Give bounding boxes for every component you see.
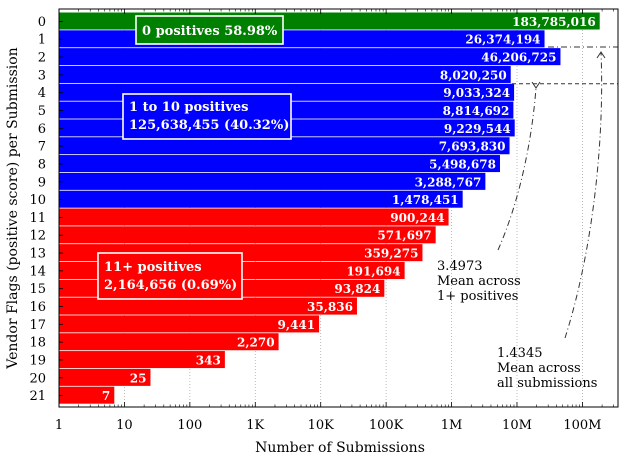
bar-value-label: 1,478,451 [392, 193, 459, 207]
group-label-box [135, 15, 284, 45]
bar-value-label: 2,270 [237, 336, 275, 350]
bar [59, 155, 500, 173]
y-tick-label: 18 [29, 336, 46, 351]
bar-value-label: 25 [130, 371, 147, 385]
y-tick-label: 20 [29, 371, 46, 386]
annotation-arrow-positives [497, 87, 537, 251]
y-tick-label: 14 [29, 264, 46, 279]
y-tick-label: 0 [38, 15, 46, 30]
bar [59, 297, 357, 315]
bar [59, 208, 449, 226]
bar-value-label: 9,033,324 [443, 86, 510, 100]
bar [59, 351, 225, 369]
y-tick-label: 19 [29, 353, 46, 368]
bar [59, 315, 320, 333]
bar-value-label: 46,206,725 [481, 51, 556, 65]
bar-value-label: 7,693,830 [439, 140, 506, 154]
group-label-text: 125,638,455 (40.32%) [129, 118, 289, 133]
bar-value-label: 343 [196, 353, 221, 367]
x-tick-label: 1 [55, 418, 63, 433]
group-label-text: 11+ positives [104, 260, 202, 275]
group-label-text: 2,164,656 (0.69%) [104, 278, 237, 293]
reference-lines [512, 46, 618, 85]
bar-value-label: 7 [102, 389, 110, 403]
y-tick-label: 13 [29, 247, 46, 262]
y-tick-label: 21 [29, 389, 46, 404]
y-tick-label: 2 [38, 51, 46, 66]
bar [59, 190, 463, 208]
bar [59, 137, 510, 155]
bar-value-label: 3,288,767 [415, 175, 482, 189]
y-tick-label: 9 [38, 175, 46, 190]
x-ticks: 1 10 100 1K 10K 100K 1M 10M 100M [55, 9, 614, 433]
group-label-text: 0 positives 58.98% [142, 24, 278, 39]
bar-value-label: 359,275 [364, 247, 418, 261]
bar-value-label: 5,498,678 [429, 157, 496, 171]
x-tick-label: 1K [246, 418, 264, 433]
annotation-arrowhead-positives [531, 81, 541, 89]
bar-value-label: 191,694 [346, 264, 400, 278]
bar-value-label: 8,814,692 [443, 104, 510, 118]
y-tick-label: 16 [29, 300, 46, 315]
x-axis-title: Number of Submissions [255, 440, 425, 456]
annotation-text: 1.4345 [497, 346, 543, 361]
bar-value-label: 571,697 [377, 229, 431, 243]
bar-value-label: 183,785,016 [512, 15, 596, 29]
bar-value-label: 35,836 [307, 300, 353, 314]
bar [59, 226, 436, 244]
y-tick-label: 6 [38, 122, 46, 137]
bar [59, 368, 151, 386]
y-tick-label: 8 [38, 157, 46, 172]
bar-value-label: 9,441 [277, 318, 315, 332]
group-labels: 0 positives 58.98% 1 to 10 positives 125,6… [97, 15, 292, 300]
plot-frame [58, 8, 619, 408]
x-tick-label: 100K [369, 418, 404, 433]
group-label-box [97, 252, 243, 300]
annotation-text: Mean across [437, 274, 521, 289]
bar [59, 333, 279, 351]
y-tick-label: 11 [29, 211, 46, 226]
bar-value-label: 93,824 [334, 282, 380, 296]
annotation-text: Mean across [497, 361, 581, 376]
bar [59, 172, 486, 190]
x-tick-label: 1M [441, 418, 463, 433]
y-tick-label: 12 [29, 229, 46, 244]
y-tick-label: 10 [29, 193, 46, 208]
annotation-arrowhead-all [596, 51, 606, 59]
bar-value-label: 9,229,544 [444, 122, 511, 136]
x-tick-label: 10 [116, 418, 133, 433]
x-tick-label: 100M [563, 418, 601, 433]
bar-value-label: 8,020,250 [440, 68, 507, 82]
y-tick-label: 1 [38, 33, 46, 48]
y-tick-label: 17 [29, 318, 46, 333]
annotation-text: all submissions [497, 376, 597, 391]
annotation-text: 1+ positives [437, 289, 518, 304]
y-axis-title: Vendor Flags (positive score) per Submis… [5, 47, 21, 369]
y-tick-label: 15 [29, 282, 46, 297]
x-tick-label: 100 [177, 418, 202, 433]
y-tick-label: 4 [38, 86, 46, 101]
y-tick-label: 3 [38, 68, 46, 83]
bar-value-label: 900,244 [390, 211, 444, 225]
bar [59, 386, 115, 404]
x-tick-label: 10M [502, 418, 532, 433]
x-tick-label: 10K [308, 418, 335, 433]
bar [59, 48, 561, 66]
y-tick-label: 7 [38, 140, 46, 155]
bar [59, 65, 511, 83]
annotation-arrow-all [564, 51, 603, 339]
annotation-text: 3.4973 [437, 259, 483, 274]
group-label-box [122, 93, 292, 140]
value-labels: 183,785,016 26,374,194 46,206,725 8,020,250… [102, 15, 596, 403]
y-tick-label: 5 [38, 104, 46, 119]
group-label-text: 1 to 10 positives [129, 100, 249, 115]
bar-value-label: 26,374,194 [465, 33, 540, 47]
